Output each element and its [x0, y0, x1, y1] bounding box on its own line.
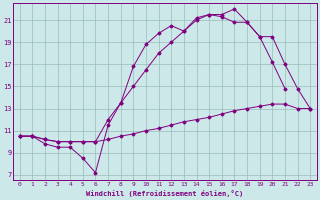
X-axis label: Windchill (Refroidissement éolien,°C): Windchill (Refroidissement éolien,°C): [86, 190, 244, 197]
